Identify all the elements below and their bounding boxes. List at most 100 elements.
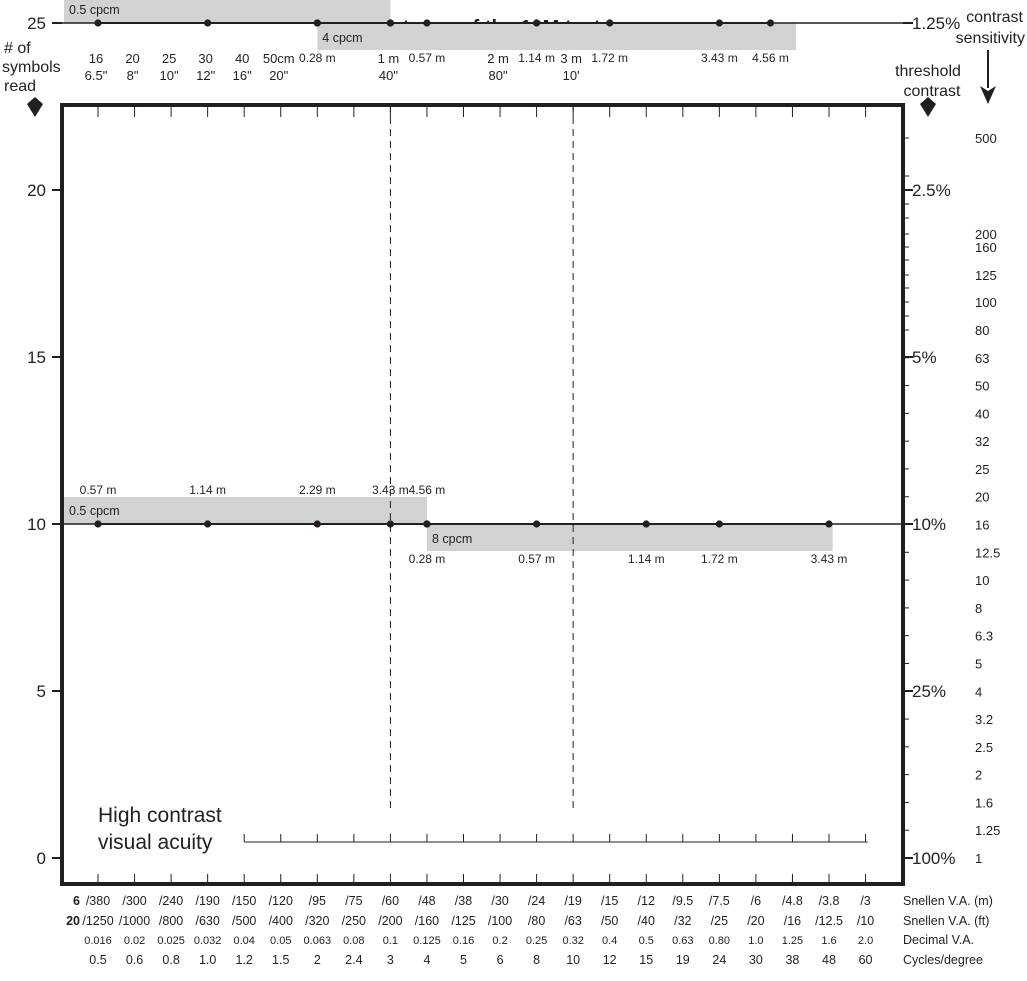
- bottom-value: 1.0: [199, 953, 216, 967]
- sensitivity-tick-label: 20: [975, 490, 989, 505]
- bottom-value: /320: [305, 914, 329, 928]
- point-label: 3.43 m: [701, 51, 738, 65]
- distance-label: 16: [89, 51, 103, 66]
- sensitivity-tick-label: 1.25: [975, 823, 1000, 838]
- sensitivity-tick-label: 16: [975, 518, 989, 533]
- bottom-value: /250: [342, 914, 366, 928]
- sensitivity-tick-label: 3.2: [975, 712, 993, 727]
- bottom-value: /800: [159, 914, 183, 928]
- high-contrast-label: High contrast: [98, 804, 222, 827]
- left-tick-label: 5: [37, 682, 46, 701]
- bottom-value: /400: [269, 914, 293, 928]
- bottom-prefix: 20: [66, 914, 80, 928]
- bottom-value: 8: [533, 953, 540, 967]
- bottom-value: 48: [822, 953, 836, 967]
- sensitivity-tick-label: 500: [975, 131, 997, 146]
- distance-label: 6.5": [85, 68, 108, 83]
- bottom-value: /160: [415, 914, 439, 928]
- bottom-value: /12.5: [815, 914, 843, 928]
- point-label: 0.57 m: [80, 483, 117, 497]
- distance-label: 80": [489, 68, 508, 83]
- bottom-value: 0.16: [453, 935, 474, 947]
- point-label: 3.43 m: [811, 552, 848, 566]
- sensitivity-tick-label: 160: [975, 240, 997, 255]
- bottom-value: 0.5: [639, 935, 654, 947]
- sensitivity-tick-label: 8: [975, 601, 982, 616]
- bottom-value: /16: [784, 914, 801, 928]
- sensitivity-tick-label: 80: [975, 323, 989, 338]
- band-4: [426, 524, 833, 551]
- point-label: 0.57 m: [518, 552, 555, 566]
- point-label: 1.72 m: [591, 51, 628, 65]
- distance-label: 1 m: [378, 51, 400, 66]
- bottom-value: 0.08: [343, 935, 364, 947]
- bottom-value: 0.063: [304, 935, 332, 947]
- data-point: [766, 19, 775, 27]
- threshold-tick-label: 5%: [912, 348, 937, 367]
- distance-label: 2 m: [487, 51, 509, 66]
- bottom-value: 19: [676, 953, 690, 967]
- band-label-2: 4 cpcm: [322, 31, 362, 45]
- distance-label: 8": [127, 68, 139, 83]
- distance-label: 20": [269, 68, 288, 83]
- left-tick-label: 0: [37, 849, 46, 868]
- threshold-tick-label: 2.5%: [912, 181, 951, 200]
- distance-label: 3 m: [560, 51, 582, 66]
- sensitivity-tick-label: 1.6: [975, 795, 993, 810]
- bottom-value: /25: [711, 914, 728, 928]
- bottom-value: /60: [382, 894, 399, 908]
- bottom-value: 24: [712, 953, 726, 967]
- data-point: [423, 520, 431, 528]
- left-tick-label: 25: [27, 14, 46, 33]
- bottom-value: 0.4: [602, 935, 617, 947]
- distance-label: 50cm: [263, 51, 295, 66]
- sensitivity-axis-label: contrast: [966, 9, 1023, 26]
- sensitivity-tick-label: 63: [975, 351, 989, 366]
- bottom-value: /500: [232, 914, 256, 928]
- band-label-4: 8 cpcm: [432, 532, 472, 546]
- bottom-value: /380: [86, 894, 110, 908]
- point-label: 4.56 m: [752, 51, 789, 65]
- grid-lines: [62, 22, 903, 808]
- bottom-value: 0.02: [124, 935, 145, 947]
- left-axis-label: symbols: [2, 59, 61, 76]
- bottom-value: 0.80: [709, 935, 730, 947]
- bottom-value: /1250: [82, 914, 113, 928]
- bottom-prefix: 6: [73, 894, 80, 908]
- bottom-value: /38: [455, 894, 472, 908]
- band-3: [64, 497, 427, 524]
- bottom-value: 0.25: [526, 935, 547, 947]
- band-2: [317, 23, 797, 50]
- bottom-value: /80: [528, 914, 545, 928]
- bottom-value: /6: [751, 894, 761, 908]
- sensitivity-tick-label: 25: [975, 462, 989, 477]
- sensitivity-tick-label: 10: [975, 573, 989, 588]
- bottom-value: 12: [603, 953, 617, 967]
- data-point: [533, 19, 541, 27]
- series-bands: [64, 0, 833, 551]
- bottom-value: /63: [564, 914, 581, 928]
- bottom-value: 2.4: [345, 953, 362, 967]
- bottom-value: 1.5: [272, 953, 289, 967]
- threshold-axis-label: threshold: [895, 63, 961, 80]
- band-label-1: 0.5 cpcm: [69, 3, 120, 17]
- bottom-value: /75: [345, 894, 362, 908]
- bottom-value: /24: [528, 894, 545, 908]
- bottom-value: /50: [601, 914, 618, 928]
- bottom-value: 30: [749, 953, 763, 967]
- threshold-tick-label: 100%: [912, 849, 955, 868]
- data-point: [423, 19, 431, 27]
- bottom-value: 15: [639, 953, 653, 967]
- bottom-value: /15: [601, 894, 618, 908]
- distance-label: 10": [160, 68, 179, 83]
- bottom-value: /48: [418, 894, 435, 908]
- bottom-value: 0.125: [413, 935, 441, 947]
- sensitivity-tick-label: 125: [975, 268, 997, 283]
- point-label: 0.28 m: [409, 552, 446, 566]
- point-label: 1.14 m: [189, 483, 226, 497]
- left-axis-label: read: [4, 78, 36, 95]
- bottom-value: 0.2: [492, 935, 507, 947]
- bottom-value: 60: [859, 953, 873, 967]
- distance-label: 25: [162, 51, 176, 66]
